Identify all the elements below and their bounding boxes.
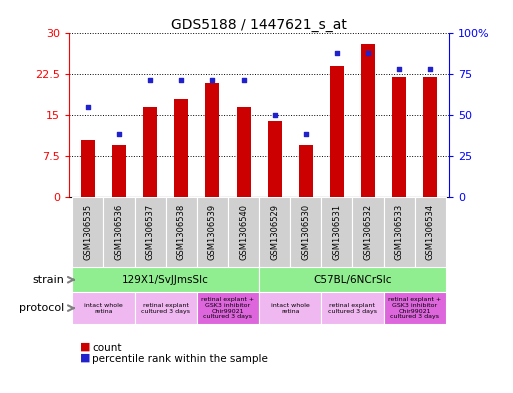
Point xyxy=(426,66,435,72)
Bar xyxy=(423,77,437,197)
Text: count: count xyxy=(92,343,122,353)
Bar xyxy=(415,197,446,268)
Text: ■: ■ xyxy=(80,342,90,352)
Point xyxy=(240,77,248,83)
Bar xyxy=(352,197,384,268)
Bar xyxy=(392,77,406,197)
Bar xyxy=(330,66,344,197)
Title: GDS5188 / 1447621_s_at: GDS5188 / 1447621_s_at xyxy=(171,18,347,32)
Text: GSM1306539: GSM1306539 xyxy=(208,204,217,261)
Text: strain: strain xyxy=(32,275,64,285)
Text: 129X1/SvJJmsSlc: 129X1/SvJJmsSlc xyxy=(122,275,209,285)
Bar xyxy=(143,107,157,197)
Bar xyxy=(384,292,446,324)
Point xyxy=(208,77,216,83)
Bar xyxy=(259,197,290,268)
Text: intact whole
retina: intact whole retina xyxy=(271,303,309,314)
Bar xyxy=(166,197,197,268)
Point xyxy=(177,77,185,83)
Bar xyxy=(104,197,134,268)
Text: protocol: protocol xyxy=(19,303,64,313)
Bar xyxy=(72,268,259,292)
Bar xyxy=(134,197,166,268)
Bar xyxy=(197,292,259,324)
Text: retinal explant +
GSK3 inhibitor
Chir99021
cultured 3 days: retinal explant + GSK3 inhibitor Chir990… xyxy=(388,297,441,320)
Bar xyxy=(236,107,250,197)
Text: retinal explant +
GSK3 inhibitor
Chir99021
cultured 3 days: retinal explant + GSK3 inhibitor Chir990… xyxy=(202,297,254,320)
Point xyxy=(84,104,92,110)
Point xyxy=(270,112,279,118)
Bar xyxy=(112,145,126,197)
Bar xyxy=(299,145,313,197)
Bar xyxy=(259,292,321,324)
Text: intact whole
retina: intact whole retina xyxy=(84,303,123,314)
Text: ■: ■ xyxy=(80,353,90,362)
Text: retinal explant
cultured 3 days: retinal explant cultured 3 days xyxy=(328,303,377,314)
Bar xyxy=(259,268,446,292)
Point xyxy=(115,131,123,138)
Bar xyxy=(72,197,104,268)
Bar xyxy=(321,197,352,268)
Text: GSM1306533: GSM1306533 xyxy=(394,204,404,261)
Text: retinal explant
cultured 3 days: retinal explant cultured 3 days xyxy=(141,303,190,314)
Text: GSM1306534: GSM1306534 xyxy=(426,204,435,261)
Text: GSM1306529: GSM1306529 xyxy=(270,204,279,260)
Bar xyxy=(197,197,228,268)
Bar xyxy=(72,292,134,324)
Point xyxy=(333,50,341,56)
Bar xyxy=(361,44,375,197)
Bar xyxy=(205,83,220,197)
Bar xyxy=(321,292,384,324)
Bar xyxy=(384,197,415,268)
Text: GSM1306538: GSM1306538 xyxy=(177,204,186,261)
Point xyxy=(146,77,154,83)
Text: GSM1306535: GSM1306535 xyxy=(84,204,92,261)
Text: percentile rank within the sample: percentile rank within the sample xyxy=(92,354,268,364)
Text: GSM1306537: GSM1306537 xyxy=(146,204,154,261)
Text: GSM1306536: GSM1306536 xyxy=(114,204,124,261)
Bar xyxy=(268,121,282,197)
Text: GSM1306531: GSM1306531 xyxy=(332,204,341,261)
Bar xyxy=(290,197,321,268)
Point xyxy=(364,50,372,56)
Bar xyxy=(134,292,197,324)
Bar xyxy=(81,140,95,197)
Point xyxy=(395,66,403,72)
Bar xyxy=(228,197,259,268)
Text: GSM1306532: GSM1306532 xyxy=(364,204,372,261)
Text: GSM1306530: GSM1306530 xyxy=(301,204,310,261)
Point xyxy=(302,131,310,138)
Bar xyxy=(174,99,188,197)
Text: GSM1306540: GSM1306540 xyxy=(239,204,248,260)
Text: C57BL/6NCrSlc: C57BL/6NCrSlc xyxy=(313,275,391,285)
